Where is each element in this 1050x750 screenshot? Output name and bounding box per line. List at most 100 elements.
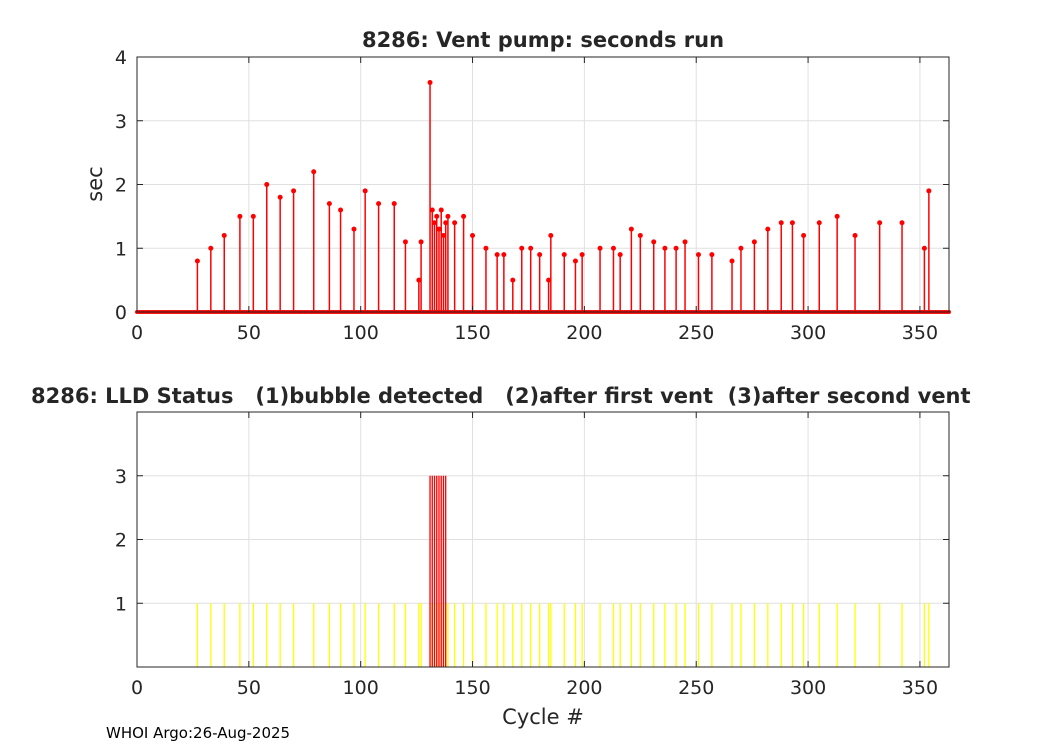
stem-marker [765,226,771,232]
stem-marker [637,233,643,238]
stem-marker [651,239,657,245]
stem-marker [852,233,858,238]
stem-marker [597,245,603,251]
stem-marker [528,245,534,251]
stem-marker [789,220,795,226]
stem-marker [519,245,525,251]
stem-marker [208,245,214,251]
y-axis-label-top: sec [83,166,107,201]
x-axis-label-bottom: Cycle # [502,705,584,729]
stem-marker [445,213,451,219]
footer-credit: WHOI Argo:26-Aug-2025 [106,724,291,742]
stem-marker [311,169,317,175]
stem-marker [729,258,735,264]
stem-marker [438,207,444,213]
stem-marker [801,233,807,238]
chart-title-bottom: 8286: LLD Status (1)bubble detected (2)a… [31,384,971,408]
stem-marker [326,201,332,207]
stem-marker [738,245,744,251]
vent-pump-chart: 0 50 100 150 200 250 300 350 0 1 2 3 4 8286: Vent pu… [83,28,951,344]
stem-marker [834,213,840,219]
x-tick-label: 0 [131,677,143,699]
stem-marker [662,245,668,251]
stem-marker [362,188,368,194]
x-tick-label: 350 [902,322,938,344]
stem-marker [579,252,585,258]
stem-marker [351,226,357,232]
x-tick-label: 300 [790,677,826,699]
stem-marker [673,245,679,251]
x-tick-label: 200 [566,677,602,699]
y-tick-label: 4 [115,47,127,69]
stem-marker [250,213,256,219]
stem-marker [264,182,270,187]
stem-marker [440,233,446,238]
stem-marker [510,277,516,283]
lld-status-chart: 0 50 100 150 200 250 300 350 1 2 3 8286: LLD Statu… [31,384,971,729]
stem-marker [548,233,554,238]
stem-marker [546,277,552,283]
stem-marker [237,213,243,219]
y-tick-label: 1 [115,593,127,615]
stem-marker [443,220,449,226]
ticks-top: 0 50 100 150 200 250 300 350 0 1 2 3 4 [115,47,949,344]
stem-marker [427,80,433,85]
stem-marker [921,245,927,251]
stem-marker [277,194,283,200]
y-tick-label: 3 [115,111,127,133]
stem-marker [816,220,822,226]
stem-marker [338,207,344,213]
stem-marker [402,239,408,245]
stem-marker [501,252,507,258]
y-tick-label: 3 [115,466,127,488]
stem-marker [778,220,784,226]
stem-marker [617,252,623,258]
stem-marker [432,220,438,226]
stem-marker [899,220,905,226]
x-tick-label: 0 [131,322,143,344]
stem-marker [416,277,422,283]
x-tick-label: 100 [343,322,379,344]
stem-marker [682,239,688,245]
x-tick-label: 250 [678,677,714,699]
y-tick-label: 2 [115,175,127,197]
stem-marker [434,213,440,219]
stem-marker [494,252,500,258]
chart-title-top: 8286: Vent pump: seconds run [362,28,724,52]
y-tick-label: 2 [115,530,127,552]
bars-bottom [196,475,930,667]
x-tick-label: 50 [237,677,261,699]
stem-marker [452,220,458,226]
x-tick-label: 350 [902,677,938,699]
stem-marker [391,201,397,207]
y-tick-label: 1 [115,238,127,260]
stem-marker [877,220,883,226]
stem-marker [610,245,616,251]
stem-marker [695,252,701,258]
stem-marker [572,258,578,264]
x-tick-label: 150 [454,322,490,344]
x-tick-label: 200 [566,322,602,344]
stem-marker [709,252,715,258]
stem-marker [628,226,634,232]
stem-marker [926,188,932,194]
stem-marker [429,207,435,213]
stem-marker [376,201,382,207]
stem-marker [418,239,424,245]
ticks-bottom: 0 50 100 150 200 250 300 350 1 2 3 [115,412,949,699]
x-tick-label: 250 [678,322,714,344]
stem-marker [561,252,567,258]
stem-marker [194,258,200,264]
grid-bottom [137,412,949,667]
stem-marker [436,226,442,232]
stem-marker [461,213,467,219]
stem-marker [537,252,543,258]
grid-top [137,57,949,312]
stem-marker [291,188,297,194]
x-tick-label: 300 [790,322,826,344]
x-tick-label: 50 [237,322,261,344]
x-tick-label: 150 [454,677,490,699]
stem-marker [221,233,227,238]
x-tick-label: 100 [343,677,379,699]
